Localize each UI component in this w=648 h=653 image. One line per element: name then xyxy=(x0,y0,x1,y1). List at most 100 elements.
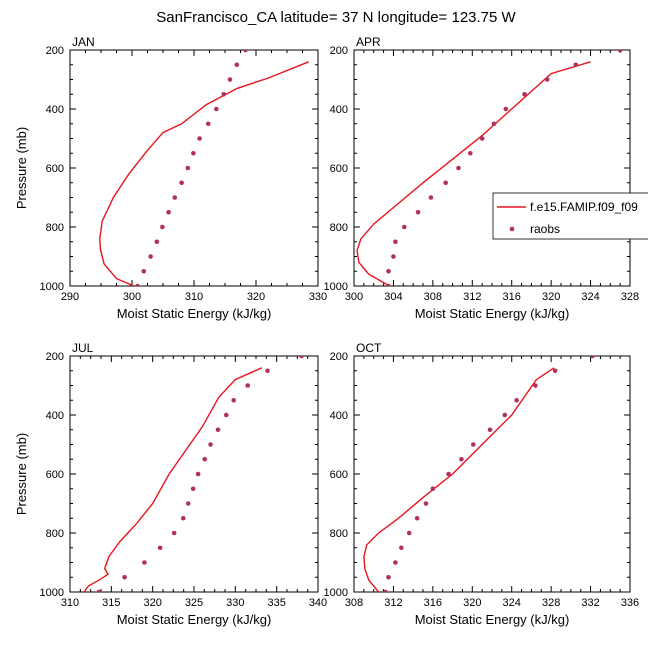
raobs-point xyxy=(459,456,464,462)
raobs-point xyxy=(221,91,227,97)
raobs-point xyxy=(386,283,391,286)
raobs-point xyxy=(503,106,509,112)
raobs-point xyxy=(514,397,519,403)
y-tick-label: 200 xyxy=(330,45,348,57)
panel-data xyxy=(356,50,623,286)
raobs-point xyxy=(470,442,476,447)
y-tick-label: 600 xyxy=(46,163,64,175)
panel-jan: 290 300 310 320 330 200 400 600 800 1000 JAN Moist … xyxy=(14,35,327,321)
raobs-point xyxy=(142,560,147,565)
panel-data xyxy=(83,356,304,592)
x-tick-label: 315 xyxy=(102,597,120,609)
x-tick-label: 330 xyxy=(226,597,244,609)
panel-jul: 310 315 320 325 330 335 340 200 400 600 800 1000 JUL… xyxy=(14,341,327,627)
raobs-point xyxy=(171,530,177,536)
x-axis-label: Moist Static Energy (kJ/kg) xyxy=(415,612,570,627)
raobs-point xyxy=(265,368,270,374)
raobs-point xyxy=(491,121,497,127)
raobs-point xyxy=(533,383,538,388)
raobs-point xyxy=(446,471,451,477)
x-tick-label: 308 xyxy=(345,597,363,609)
model-profile-line xyxy=(356,61,591,286)
raobs-point xyxy=(430,486,436,492)
raobs-point xyxy=(522,91,527,97)
raobs-point xyxy=(227,77,233,82)
raobs-point xyxy=(166,209,171,215)
panel-label: APR xyxy=(356,35,381,49)
panel-label: JUL xyxy=(72,341,94,355)
y-tick-label: 600 xyxy=(46,469,64,481)
x-tick-label: 324 xyxy=(503,597,521,609)
raobs-point xyxy=(393,560,398,565)
y-tick-label: 800 xyxy=(330,222,348,234)
y-tick-label: 1000 xyxy=(40,281,64,293)
x-tick-label: 310 xyxy=(185,291,203,303)
x-tick-label: 300 xyxy=(345,291,363,303)
raobs-point xyxy=(234,62,240,68)
x-tick-label: 290 xyxy=(61,291,79,303)
y-tick-label: 400 xyxy=(330,410,348,422)
raobs-point xyxy=(157,545,163,551)
raobs-point xyxy=(443,180,448,186)
raobs-point xyxy=(386,268,391,274)
raobs-point xyxy=(414,515,420,521)
raobs-point xyxy=(96,589,102,592)
raobs-point xyxy=(428,195,434,200)
raobs-point xyxy=(135,283,140,286)
raobs-point xyxy=(243,50,248,53)
raobs-point xyxy=(423,501,429,506)
raobs-point xyxy=(456,165,461,171)
raobs-point xyxy=(202,456,208,462)
x-tick-label: 328 xyxy=(621,291,639,303)
raobs-point xyxy=(214,106,219,112)
y-tick-label: 200 xyxy=(46,351,64,363)
y-tick-label: 800 xyxy=(330,528,348,540)
panel-label: OCT xyxy=(356,341,382,355)
x-tick-label: 336 xyxy=(621,597,639,609)
x-axis-label: Moist Static Energy (kJ/kg) xyxy=(415,306,570,321)
raobs-point xyxy=(141,268,147,274)
raobs-point xyxy=(195,471,201,477)
raobs-point xyxy=(399,545,404,551)
x-tick-label: 332 xyxy=(581,597,599,609)
legend-model-label: f.e15.FAMIP.f09_f09 xyxy=(530,200,638,214)
x-tick-label: 312 xyxy=(384,597,402,609)
raobs-point xyxy=(180,515,186,521)
panel-oct: 308 312 316 320 324 328 332 336 200 400 600 800 1000… xyxy=(324,341,640,627)
raobs-point xyxy=(573,62,579,68)
legend-box xyxy=(492,192,648,240)
raobs-point xyxy=(487,427,493,433)
panel-data xyxy=(363,356,595,592)
panels: 290 300 310 320 330 200 400 600 800 1000 JAN Moist … xyxy=(14,35,648,627)
raobs-point xyxy=(386,574,391,580)
raobs-point xyxy=(299,356,304,359)
x-tick-label: 316 xyxy=(503,291,521,303)
y-tick-label: 1000 xyxy=(324,587,348,599)
raobs-point xyxy=(401,224,407,230)
raobs-point xyxy=(468,150,473,156)
raobs-point xyxy=(179,180,184,186)
panel-data xyxy=(99,50,309,286)
raobs-point xyxy=(415,209,421,215)
y-tick-label: 200 xyxy=(330,351,348,363)
x-tick-label: 310 xyxy=(61,597,79,609)
x-tick-label: 330 xyxy=(309,291,327,303)
y-axis-label: Pressure (mb) xyxy=(14,127,29,209)
y-tick-label: 200 xyxy=(46,45,64,57)
x-axis-label: Moist Static Energy (kJ/kg) xyxy=(117,612,272,627)
y-tick-label: 400 xyxy=(46,410,64,422)
raobs-point xyxy=(544,77,550,82)
x-tick-label: 312 xyxy=(463,291,481,303)
plot-frame xyxy=(69,49,319,287)
raobs-point xyxy=(172,195,178,200)
x-tick-label: 316 xyxy=(424,597,442,609)
x-tick-label: 328 xyxy=(542,597,560,609)
raobs-point xyxy=(154,239,160,245)
raobs-point xyxy=(205,121,211,127)
x-tick-label: 320 xyxy=(542,291,560,303)
x-axis-label: Moist Static Energy (kJ/kg) xyxy=(117,306,272,321)
raobs-point xyxy=(223,412,229,418)
x-tick-label: 324 xyxy=(581,291,599,303)
